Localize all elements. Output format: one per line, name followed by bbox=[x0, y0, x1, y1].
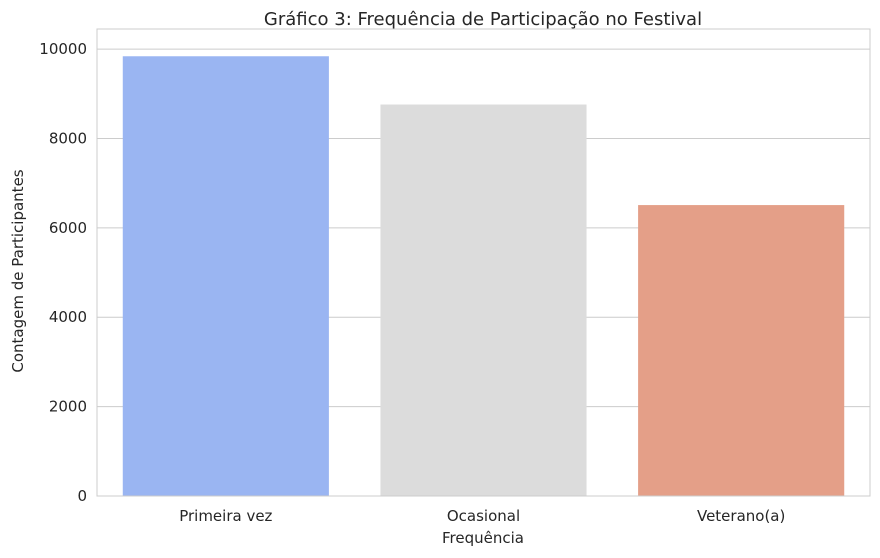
y-tick-label: 8000 bbox=[49, 129, 87, 147]
y-axis-label: Contagem de Participantes bbox=[9, 169, 27, 372]
x-tick-label: Ocasional bbox=[447, 507, 520, 525]
y-tick-label: 0 bbox=[77, 487, 87, 505]
x-tick-labels: Primeira vez Ocasional Veterano(a) bbox=[179, 507, 785, 525]
x-axis-label: Frequência bbox=[442, 529, 524, 547]
x-tick-label: Primeira vez bbox=[179, 507, 272, 525]
y-tick-label: 10000 bbox=[39, 40, 87, 58]
chart-title: Gráfico 3: Frequência de Participação no… bbox=[264, 9, 702, 30]
bar-veterano-a bbox=[638, 205, 845, 496]
plot-frame bbox=[96, 28, 871, 497]
x-tick-label: Veterano(a) bbox=[697, 507, 785, 525]
bar-primeira-vez bbox=[122, 56, 329, 497]
y-tick-label: 6000 bbox=[49, 219, 87, 237]
bar-ocasional bbox=[380, 104, 587, 496]
y-tick-labels: 0 2000 4000 6000 8000 10000 bbox=[39, 40, 87, 505]
y-tick-label: 2000 bbox=[49, 398, 87, 416]
bars bbox=[122, 56, 845, 497]
y-tick-label: 4000 bbox=[49, 308, 87, 326]
